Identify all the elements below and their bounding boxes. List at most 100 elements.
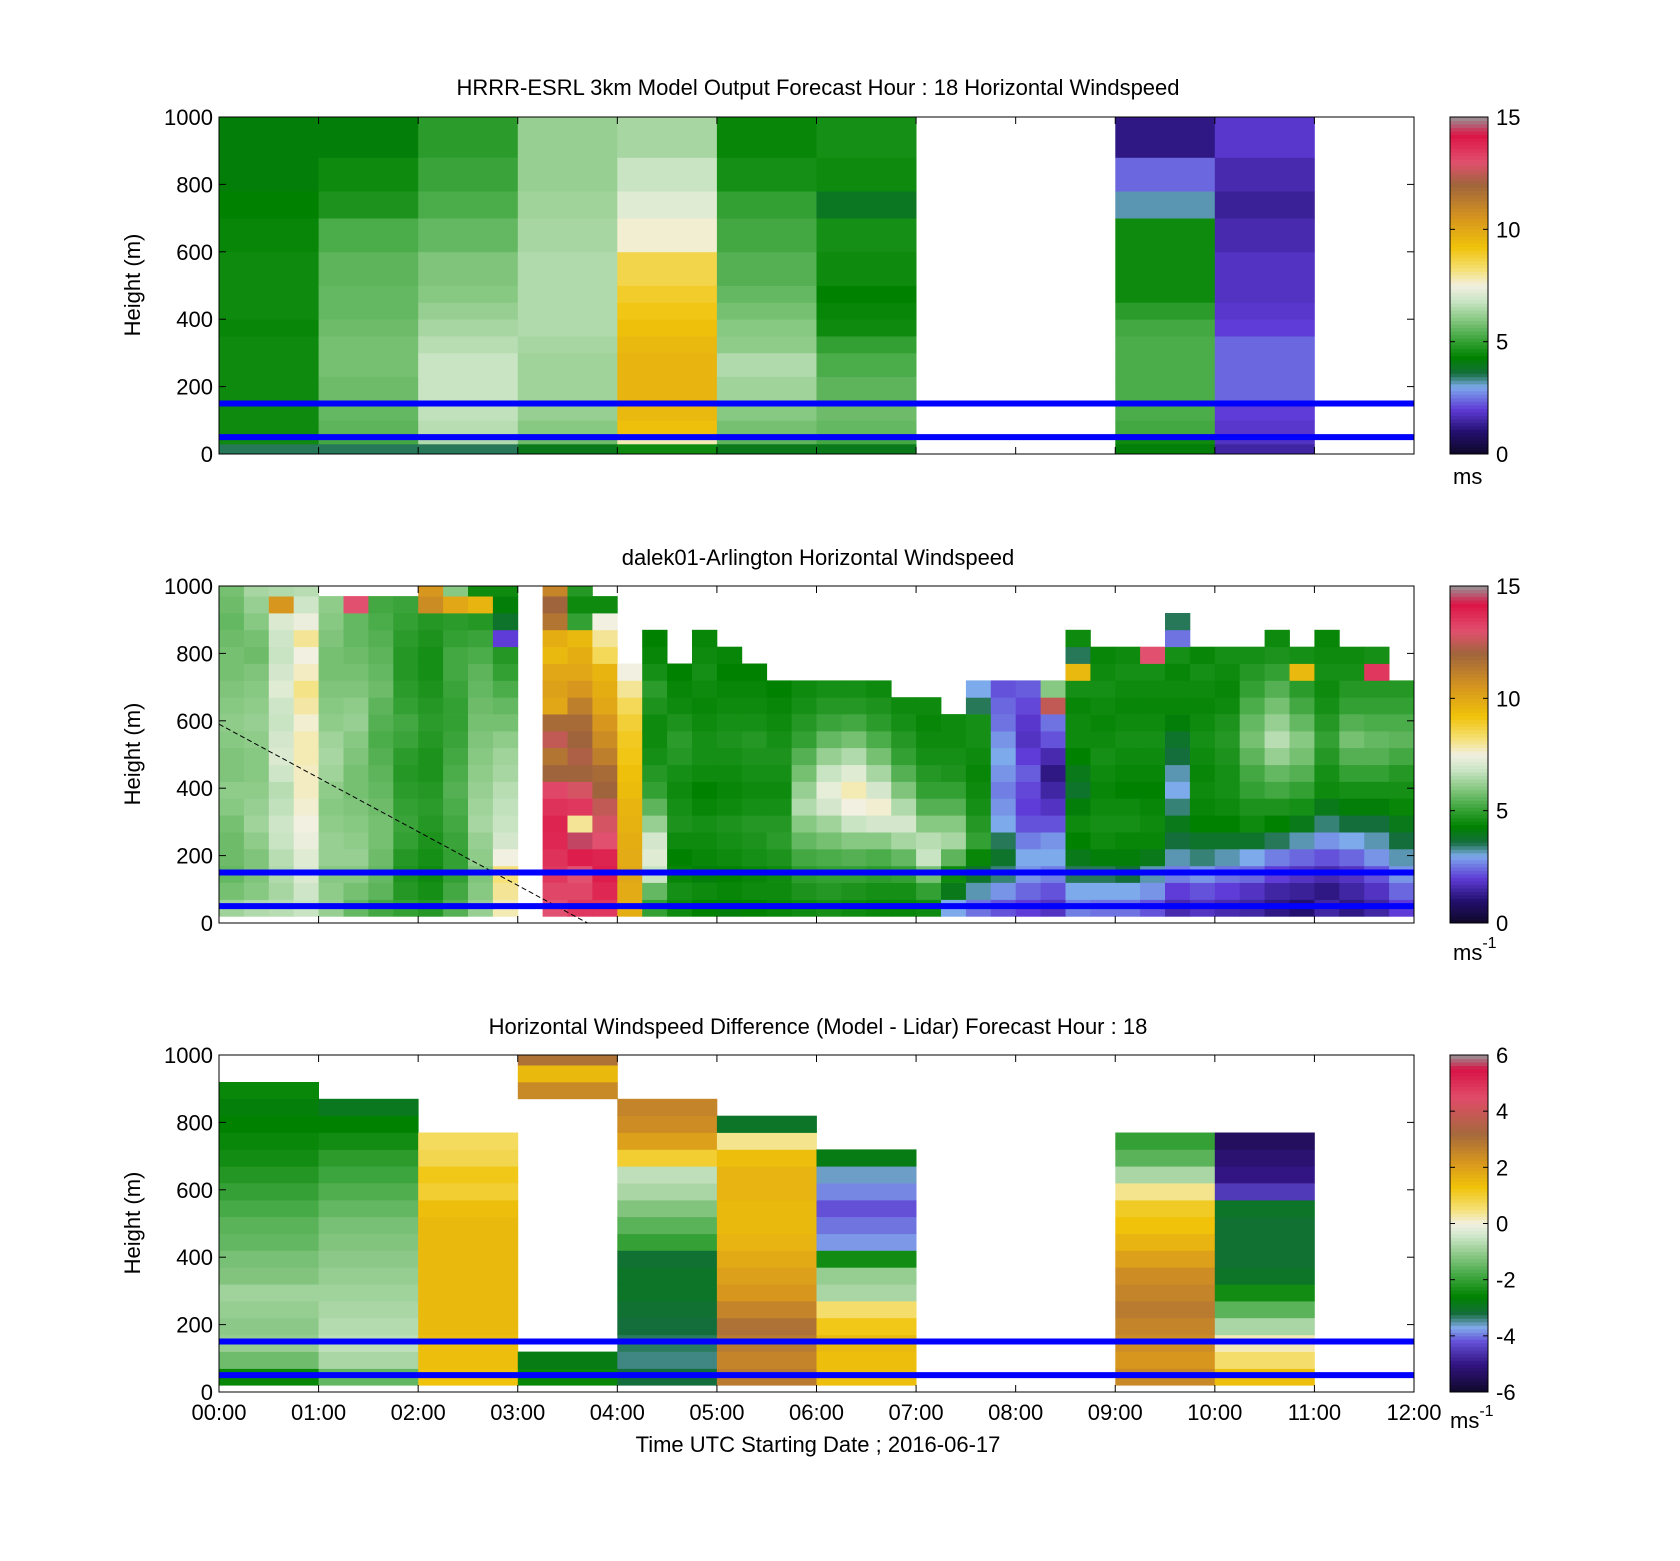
heatmap-cell [1040,848,1066,867]
heatmap-cell [592,680,618,698]
colorbar-swatch [1450,705,1488,710]
heatmap-cell [1339,882,1365,900]
heatmap-cell [243,646,270,664]
heatmap-cell [617,352,718,377]
heatmap-cell [1314,646,1340,664]
heatmap-cell [517,302,618,320]
y-tick-label: 1000 [164,105,213,130]
heatmap-cell [418,680,444,698]
heatmap-cell [1165,680,1191,698]
heatmap-cell [468,781,494,799]
heatmap-cell [617,747,643,766]
heatmap-cell [1214,646,1241,664]
colorbar-swatch [1450,610,1488,615]
colorbar-swatch [1450,1307,1488,1312]
heatmap-cell [716,832,743,850]
heatmap-cell [1115,663,1141,681]
colorbar-swatch [1450,341,1488,346]
panel-model-heatmap [219,117,1315,455]
heatmap-cell [219,285,319,303]
colorbar-swatch [1450,1062,1488,1067]
heatmap-cell [1165,882,1191,900]
heatmap-cell [667,680,693,698]
heatmap-cell [268,781,295,799]
colorbar-swatch [1450,194,1488,199]
panel-model-ylabel: Height (m) [120,234,145,337]
heatmap-cell [443,781,469,799]
heatmap-cell [393,747,419,766]
colorbar-swatch [1450,1163,1488,1168]
heatmap-cell [368,629,394,648]
heatmap-cell [592,848,618,867]
heatmap-cell [916,882,942,900]
colorbar-swatch [1450,334,1488,339]
x-axis-label: Time UTC Starting Date ; 2016-06-17 [636,1432,1001,1457]
heatmap-cell [368,613,394,631]
heatmap-cell [343,781,369,799]
colorbar-swatch [1450,1241,1488,1246]
heatmap-cell [1364,714,1390,732]
heatmap-cell [393,848,419,867]
heatmap-cell [219,815,245,833]
heatmap-cell [368,646,394,664]
heatmap-cell [1040,781,1066,799]
heatmap-cell [716,1115,817,1133]
heatmap-cell [443,747,469,766]
heatmap-cell [592,764,618,782]
colorbar-swatch [1450,1146,1488,1151]
panel-lidar-colorbar: 0 5 10 15 ms-1 [1449,574,1520,965]
colorbar-swatch [1450,208,1488,213]
heatmap-cell [219,302,319,320]
panel-lidar-axis-ticks: 0 200 400 600 800 1000 [164,574,1415,936]
heatmap-cell [1015,848,1041,867]
colorbar-swatch [1450,429,1488,434]
heatmap-cell [492,596,519,614]
heatmap-cell [741,848,768,867]
heatmap-cell [318,697,344,715]
heatmap-cell [1314,629,1340,648]
heatmap-cell [1015,747,1041,766]
heatmap-cell [1314,832,1340,850]
heatmap-cell [418,697,444,715]
heatmap-cell [592,832,618,850]
heatmap-cell [841,882,867,900]
heatmap-cell [1090,798,1116,816]
heatmap-cell [866,747,892,766]
colorbar-swatch [1450,743,1488,748]
heatmap-cell [1140,781,1166,799]
heatmap-cell [243,697,270,715]
colorbar-swatch [1450,628,1488,633]
heatmap-cell [318,302,419,320]
heatmap-cell [1115,781,1141,799]
colorbar-swatch [1450,253,1488,258]
heatmap-cell [368,798,394,816]
colorbar-swatch [1450,824,1488,829]
heatmap-cell [1214,764,1241,782]
heatmap-cell [990,781,1017,799]
heatmap-cell [617,1132,718,1150]
heatmap-cell [517,376,618,404]
colorbar-swatch [1450,390,1488,395]
heatmap-cell [1115,157,1216,192]
heatmap-cell [517,443,618,455]
heatmap-cell [1339,714,1365,732]
heatmap-cell [990,882,1017,900]
heatmap-cell [517,1082,618,1100]
heatmap-cell [816,352,917,377]
colorbar-swatch [1450,1142,1488,1147]
colorbar-swatch [1450,243,1488,248]
colorbar-swatch [1450,1139,1488,1144]
heatmap-cell [1214,403,1315,421]
heatmap-cell [343,629,369,648]
colorbar-frame [1449,116,1489,455]
heatmap-cell [990,815,1017,833]
colorbar-swatch [1450,1314,1488,1319]
heatmap-cell [866,815,892,833]
heatmap-cell [990,680,1017,698]
heatmap-cell [916,781,942,799]
heatmap-cell [343,730,369,749]
heatmap-cell [318,1183,419,1201]
heatmap-cell [617,697,643,715]
colorbar-swatch [1450,1209,1488,1214]
